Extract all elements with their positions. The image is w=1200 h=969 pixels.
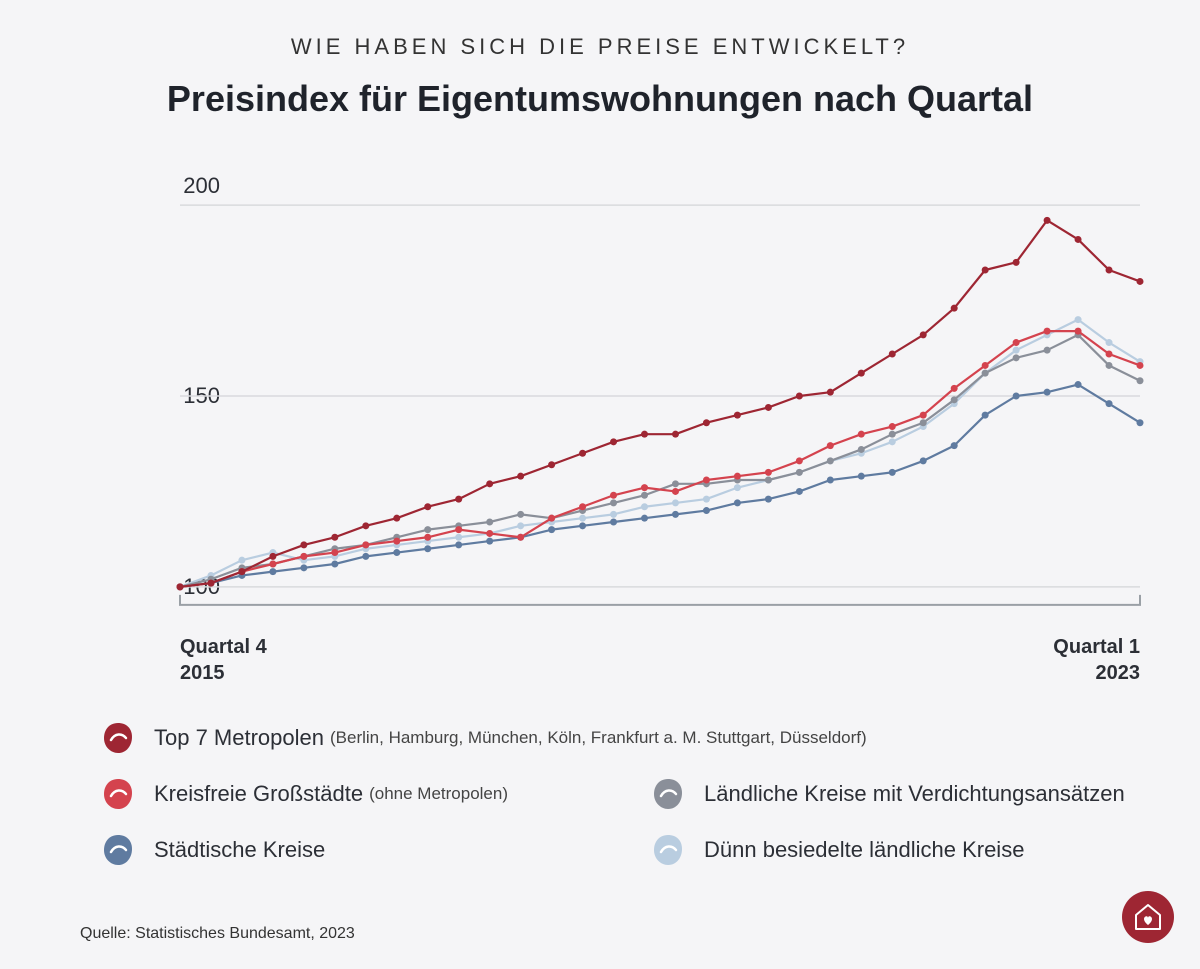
xaxis-start: Quartal 4 2015 bbox=[180, 634, 267, 686]
brand-logo-icon bbox=[1122, 891, 1174, 943]
legend-swatch-icon bbox=[100, 720, 136, 756]
legend-swatch-icon bbox=[100, 776, 136, 812]
legend-swatch-icon bbox=[650, 776, 686, 812]
xaxis-start-bottom: 2015 bbox=[180, 660, 267, 686]
source-text: Quelle: Statistisches Bundesamt, 2023 bbox=[80, 925, 355, 943]
legend-item-grossstadt: Kreisfreie Großstädte (ohne Metropolen) bbox=[100, 776, 590, 812]
page: WIE HABEN SICH DIE PREISE ENTWICKELT? Pr… bbox=[0, 0, 1200, 969]
legend-item-laendl-duenn: Dünn besiedelte ländliche Kreise bbox=[650, 832, 1140, 868]
legend-label: Ländliche Kreise mit Verdichtungsansätze… bbox=[704, 781, 1125, 807]
legend-sublabel: (Berlin, Hamburg, München, Köln, Frankfu… bbox=[330, 728, 867, 748]
legend-label: Kreisfreie Großstädte bbox=[154, 781, 363, 807]
xaxis-end-top: Quartal 1 bbox=[1053, 634, 1140, 660]
plot-area bbox=[180, 186, 1140, 606]
legend-swatch-icon bbox=[650, 832, 686, 868]
legend-label: Top 7 Metropolen bbox=[154, 725, 324, 751]
legend-label: Städtische Kreise bbox=[154, 837, 325, 863]
supertitle: WIE HABEN SICH DIE PREISE ENTWICKELT? bbox=[0, 0, 1200, 60]
xaxis-end: Quartal 1 2023 bbox=[1053, 634, 1140, 686]
chart-svg bbox=[180, 186, 1140, 606]
legend-label: Dünn besiedelte ländliche Kreise bbox=[704, 837, 1024, 863]
xaxis-start-top: Quartal 4 bbox=[180, 634, 267, 660]
legend-item-top7: Top 7 Metropolen (Berlin, Hamburg, Münch… bbox=[100, 720, 1140, 756]
chart-title: Preisindex für Eigentumswohnungen nach Q… bbox=[0, 78, 1200, 120]
xaxis-end-bottom: 2023 bbox=[1053, 660, 1140, 686]
legend-item-laendl-verd: Ländliche Kreise mit Verdichtungsansätze… bbox=[650, 776, 1140, 812]
legend-sublabel: (ohne Metropolen) bbox=[369, 784, 508, 804]
legend: Top 7 Metropolen (Berlin, Hamburg, Münch… bbox=[100, 720, 1140, 888]
legend-swatch-icon bbox=[100, 832, 136, 868]
legend-item-staedt: Städtische Kreise bbox=[100, 832, 590, 868]
